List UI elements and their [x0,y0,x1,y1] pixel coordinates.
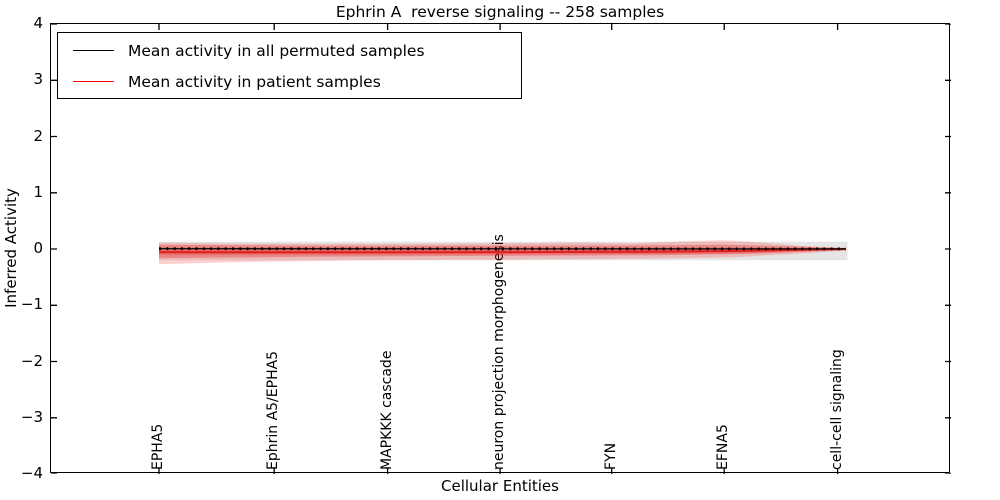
y-tick-label: 4 [33,14,43,32]
legend-line-swatch-black [73,50,114,51]
chart-title: Ephrin A reverse signaling -- 258 sample… [335,3,665,21]
y-tick-label: −3 [20,407,43,426]
y-tick-label: −1 [20,295,43,314]
legend-item-permuted: Mean activity in all permuted samples [58,35,521,66]
y-tick-label: 0 [33,239,43,257]
legend-item-patient: Mean activity in patient samples [58,66,521,97]
legend: Mean activity in all permuted samples Me… [57,32,522,99]
y-tick-label: 2 [33,126,43,145]
plot-svg [51,24,951,474]
y-tick-label: 1 [33,182,43,201]
y-tick-label: −2 [20,351,43,370]
y-tick-label: 3 [33,70,43,89]
band-permuted-spread [159,241,848,261]
legend-label-permuted: Mean activity in all permuted samples [128,41,425,60]
line-patient-mean [158,248,846,254]
legend-line-swatch-red [73,81,114,82]
x-axis-label: Cellular Entities [441,477,559,495]
axis-ticks [51,24,951,474]
y-tick-label: −4 [20,464,43,482]
legend-label-patient: Mean activity in patient samples [128,72,381,91]
